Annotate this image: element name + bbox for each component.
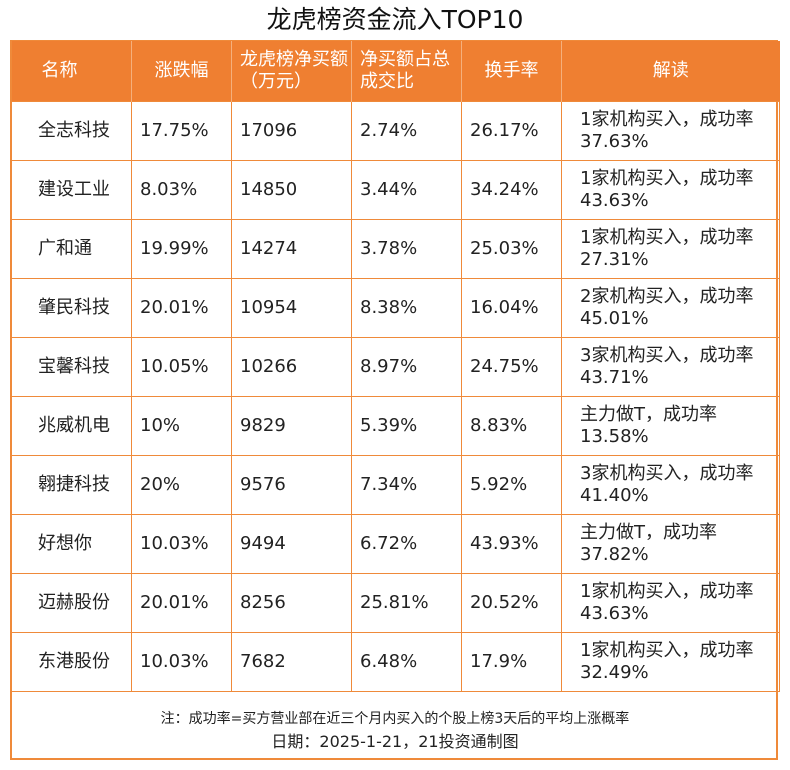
cell-change: 10.03% bbox=[131, 514, 232, 574]
footnote: 注：成功率=买方营业部在近三个月内买入的个股上榜3天后的平均上涨概率 bbox=[160, 711, 630, 727]
cell-ratio: 7.34% bbox=[351, 455, 462, 515]
header-net-buy: 龙虎榜净买额（万元） bbox=[231, 41, 352, 102]
cell-change: 10.05% bbox=[131, 337, 232, 397]
cell-ratio: 6.48% bbox=[351, 632, 462, 692]
cell-turnover: 20.52% bbox=[461, 573, 562, 633]
cell-name: 东港股份 bbox=[11, 632, 132, 692]
ranking-table: 名称 涨跌幅 龙虎榜净买额（万元） 净买额占总成交比 换手率 解读 全志科技 17… bbox=[11, 41, 780, 692]
cell-net-buy: 10266 bbox=[231, 337, 352, 397]
cell-net-buy: 9829 bbox=[231, 396, 352, 456]
cell-name: 迈赫股份 bbox=[11, 573, 132, 633]
cell-ratio: 2.74% bbox=[351, 101, 462, 161]
cell-note: 1家机构买入，成功率43.63% bbox=[561, 573, 780, 633]
cell-net-buy: 10954 bbox=[231, 278, 352, 338]
table-row: 广和通 19.99% 14274 3.78% 25.03% 1家机构买入，成功率27.31… bbox=[11, 219, 780, 279]
cell-turnover: 25.03% bbox=[461, 219, 562, 279]
cell-change: 20.01% bbox=[131, 278, 232, 338]
table-body: 全志科技 17.75% 17096 2.74% 26.17% 1家机构买入，成功率37.6… bbox=[11, 101, 780, 692]
table-row: 兆威机电 10% 9829 5.39% 8.83% 主力做T，成功率13.58% bbox=[11, 396, 780, 456]
cell-change: 20% bbox=[131, 455, 232, 515]
cell-change: 19.99% bbox=[131, 219, 232, 279]
cell-turnover: 8.83% bbox=[461, 396, 562, 456]
table-header-row: 名称 涨跌幅 龙虎榜净买额（万元） 净买额占总成交比 换手率 解读 bbox=[11, 41, 780, 102]
cell-net-buy: 17096 bbox=[231, 101, 352, 161]
page-title: 龙虎榜资金流入TOP10 bbox=[266, 5, 524, 34]
cell-turnover: 5.92% bbox=[461, 455, 562, 515]
cell-name: 好想你 bbox=[11, 514, 132, 574]
cell-ratio: 8.97% bbox=[351, 337, 462, 397]
cell-ratio: 3.78% bbox=[351, 219, 462, 279]
cell-note: 2家机构买入，成功率45.01% bbox=[561, 278, 780, 338]
cell-note: 主力做T，成功率37.82% bbox=[561, 514, 780, 574]
date-line: 日期：2025-1-21，21投资通制图 bbox=[271, 732, 519, 751]
cell-change: 20.01% bbox=[131, 573, 232, 633]
table-row: 全志科技 17.75% 17096 2.74% 26.17% 1家机构买入，成功率37.6… bbox=[11, 101, 780, 161]
header-note: 解读 bbox=[561, 41, 780, 102]
cell-ratio: 3.44% bbox=[351, 160, 462, 220]
cell-name: 肇民科技 bbox=[11, 278, 132, 338]
cell-turnover: 43.93% bbox=[461, 514, 562, 574]
cell-turnover: 16.04% bbox=[461, 278, 562, 338]
table-row: 建设工业 8.03% 14850 3.44% 34.24% 1家机构买入，成功率43.63… bbox=[11, 160, 780, 220]
cell-change: 10.03% bbox=[131, 632, 232, 692]
cell-note: 3家机构买入，成功率41.40% bbox=[561, 455, 780, 515]
header-change: 涨跌幅 bbox=[131, 41, 232, 102]
table-row: 迈赫股份 20.01% 8256 25.81% 20.52% 1家机构买入，成功率43.6… bbox=[11, 573, 780, 633]
table-row: 东港股份 10.03% 7682 6.48% 17.9% 1家机构买入，成功率32.49% bbox=[11, 632, 780, 692]
cell-note: 1家机构买入，成功率37.63% bbox=[561, 101, 780, 161]
cell-turnover: 34.24% bbox=[461, 160, 562, 220]
cell-change: 17.75% bbox=[131, 101, 232, 161]
cell-name: 兆威机电 bbox=[11, 396, 132, 456]
cell-ratio: 5.39% bbox=[351, 396, 462, 456]
cell-note: 1家机构买入，成功率32.49% bbox=[561, 632, 780, 692]
header-name: 名称 bbox=[11, 41, 132, 102]
cell-turnover: 24.75% bbox=[461, 337, 562, 397]
cell-turnover: 17.9% bbox=[461, 632, 562, 692]
table-row: 宝馨科技 10.05% 10266 8.97% 24.75% 3家机构买入，成功率43.7… bbox=[11, 337, 780, 397]
cell-net-buy: 7682 bbox=[231, 632, 352, 692]
cell-name: 宝馨科技 bbox=[11, 337, 132, 397]
cell-turnover: 26.17% bbox=[461, 101, 562, 161]
cell-net-buy: 9576 bbox=[231, 455, 352, 515]
table-row: 翱捷科技 20% 9576 7.34% 5.92% 3家机构买入，成功率41.40% bbox=[11, 455, 780, 515]
cell-name: 建设工业 bbox=[11, 160, 132, 220]
header-ratio: 净买额占总成交比 bbox=[351, 41, 462, 102]
cell-net-buy: 14274 bbox=[231, 219, 352, 279]
cell-change: 10% bbox=[131, 396, 232, 456]
cell-net-buy: 9494 bbox=[231, 514, 352, 574]
cell-ratio: 25.81% bbox=[351, 573, 462, 633]
table-row: 好想你 10.03% 9494 6.72% 43.93% 主力做T，成功率37.82% bbox=[11, 514, 780, 574]
cell-note: 3家机构买入，成功率43.71% bbox=[561, 337, 780, 397]
cell-name: 全志科技 bbox=[11, 101, 132, 161]
cell-name: 翱捷科技 bbox=[11, 455, 132, 515]
cell-note: 主力做T，成功率13.58% bbox=[561, 396, 780, 456]
cell-net-buy: 8256 bbox=[231, 573, 352, 633]
cell-ratio: 8.38% bbox=[351, 278, 462, 338]
cell-change: 8.03% bbox=[131, 160, 232, 220]
cell-net-buy: 14850 bbox=[231, 160, 352, 220]
cell-name: 广和通 bbox=[11, 219, 132, 279]
table-row: 肇民科技 20.01% 10954 8.38% 16.04% 2家机构买入，成功率45.0… bbox=[11, 278, 780, 338]
header-turnover: 换手率 bbox=[461, 41, 562, 102]
cell-ratio: 6.72% bbox=[351, 514, 462, 574]
cell-note: 1家机构买入，成功率27.31% bbox=[561, 219, 780, 279]
cell-note: 1家机构买入，成功率43.63% bbox=[561, 160, 780, 220]
